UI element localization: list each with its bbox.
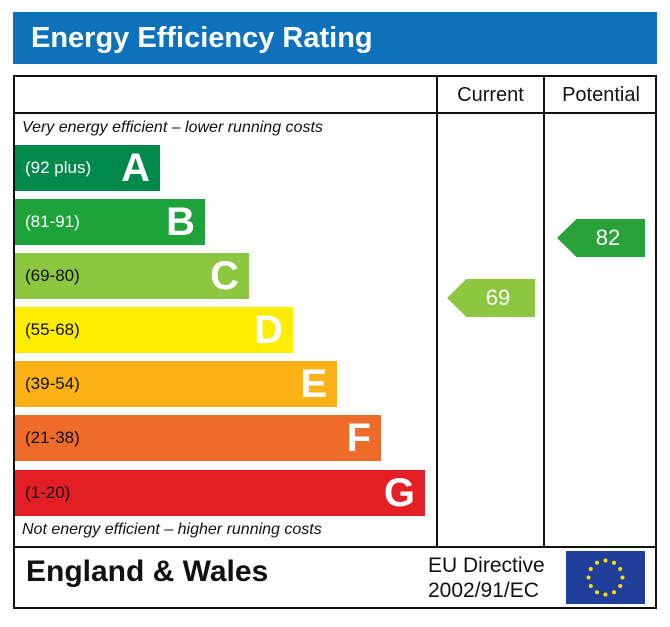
bottom-note: Not energy efficient – higher running co… bbox=[22, 521, 322, 538]
top-note: Very energy efficient – lower running co… bbox=[22, 119, 323, 136]
band-range: (21-38) bbox=[25, 428, 80, 447]
band-letter: F bbox=[346, 415, 371, 460]
directive-line-2: 2002/91/EC bbox=[428, 579, 539, 602]
band-letter: A bbox=[121, 145, 150, 190]
band-g: (1-20) G bbox=[15, 470, 425, 516]
column-divider bbox=[543, 75, 545, 548]
column-header-potential: Potential bbox=[562, 84, 640, 106]
star-icon bbox=[612, 560, 616, 565]
star-icon bbox=[603, 558, 608, 563]
band-range: (81-91) bbox=[25, 212, 80, 231]
star-icon bbox=[588, 567, 593, 571]
eu-flag-icon bbox=[566, 551, 645, 604]
potential-rating-arrow: 82 bbox=[557, 219, 645, 257]
band-letter: E bbox=[300, 361, 327, 406]
band-letter: B bbox=[166, 199, 195, 244]
star-icon bbox=[620, 575, 625, 580]
band-f: (21-38) F bbox=[15, 415, 381, 461]
eu-directive: EU Directive 2002/91/EC bbox=[428, 553, 545, 603]
footer-divider bbox=[13, 546, 657, 548]
band-e: (39-54) E bbox=[15, 361, 337, 407]
star-icon bbox=[595, 590, 599, 595]
band-range: (1-20) bbox=[25, 483, 71, 502]
band-letter: C bbox=[210, 253, 239, 298]
star-icon bbox=[588, 584, 593, 588]
directive-line-1: EU Directive bbox=[428, 554, 545, 577]
star-icon bbox=[618, 584, 623, 588]
column-divider bbox=[436, 75, 438, 548]
band-c: (69-80) C bbox=[15, 253, 249, 299]
header-divider bbox=[13, 112, 657, 114]
star-icon bbox=[603, 592, 608, 597]
band-d: (55-68) D bbox=[15, 307, 293, 353]
band-a: (92 plus) A bbox=[15, 145, 160, 191]
star-icon bbox=[612, 590, 616, 595]
star-icon bbox=[618, 567, 623, 571]
band-letter: D bbox=[254, 307, 283, 352]
band-range: (39-54) bbox=[25, 374, 80, 393]
region-label: England & Wales bbox=[26, 555, 269, 588]
chart-title: Energy Efficiency Rating bbox=[13, 12, 657, 64]
band-range: (69-80) bbox=[25, 266, 80, 285]
column-header-current: Current bbox=[457, 84, 524, 106]
band-range: (55-68) bbox=[25, 320, 80, 339]
band-range: (92 plus) bbox=[25, 158, 92, 177]
star-icon bbox=[586, 575, 591, 580]
current-rating-arrow: 69 bbox=[447, 279, 535, 317]
star-icon bbox=[595, 560, 599, 565]
rating-table bbox=[13, 75, 657, 609]
band-letter: G bbox=[383, 470, 415, 515]
band-b: (81-91) B bbox=[15, 199, 205, 245]
